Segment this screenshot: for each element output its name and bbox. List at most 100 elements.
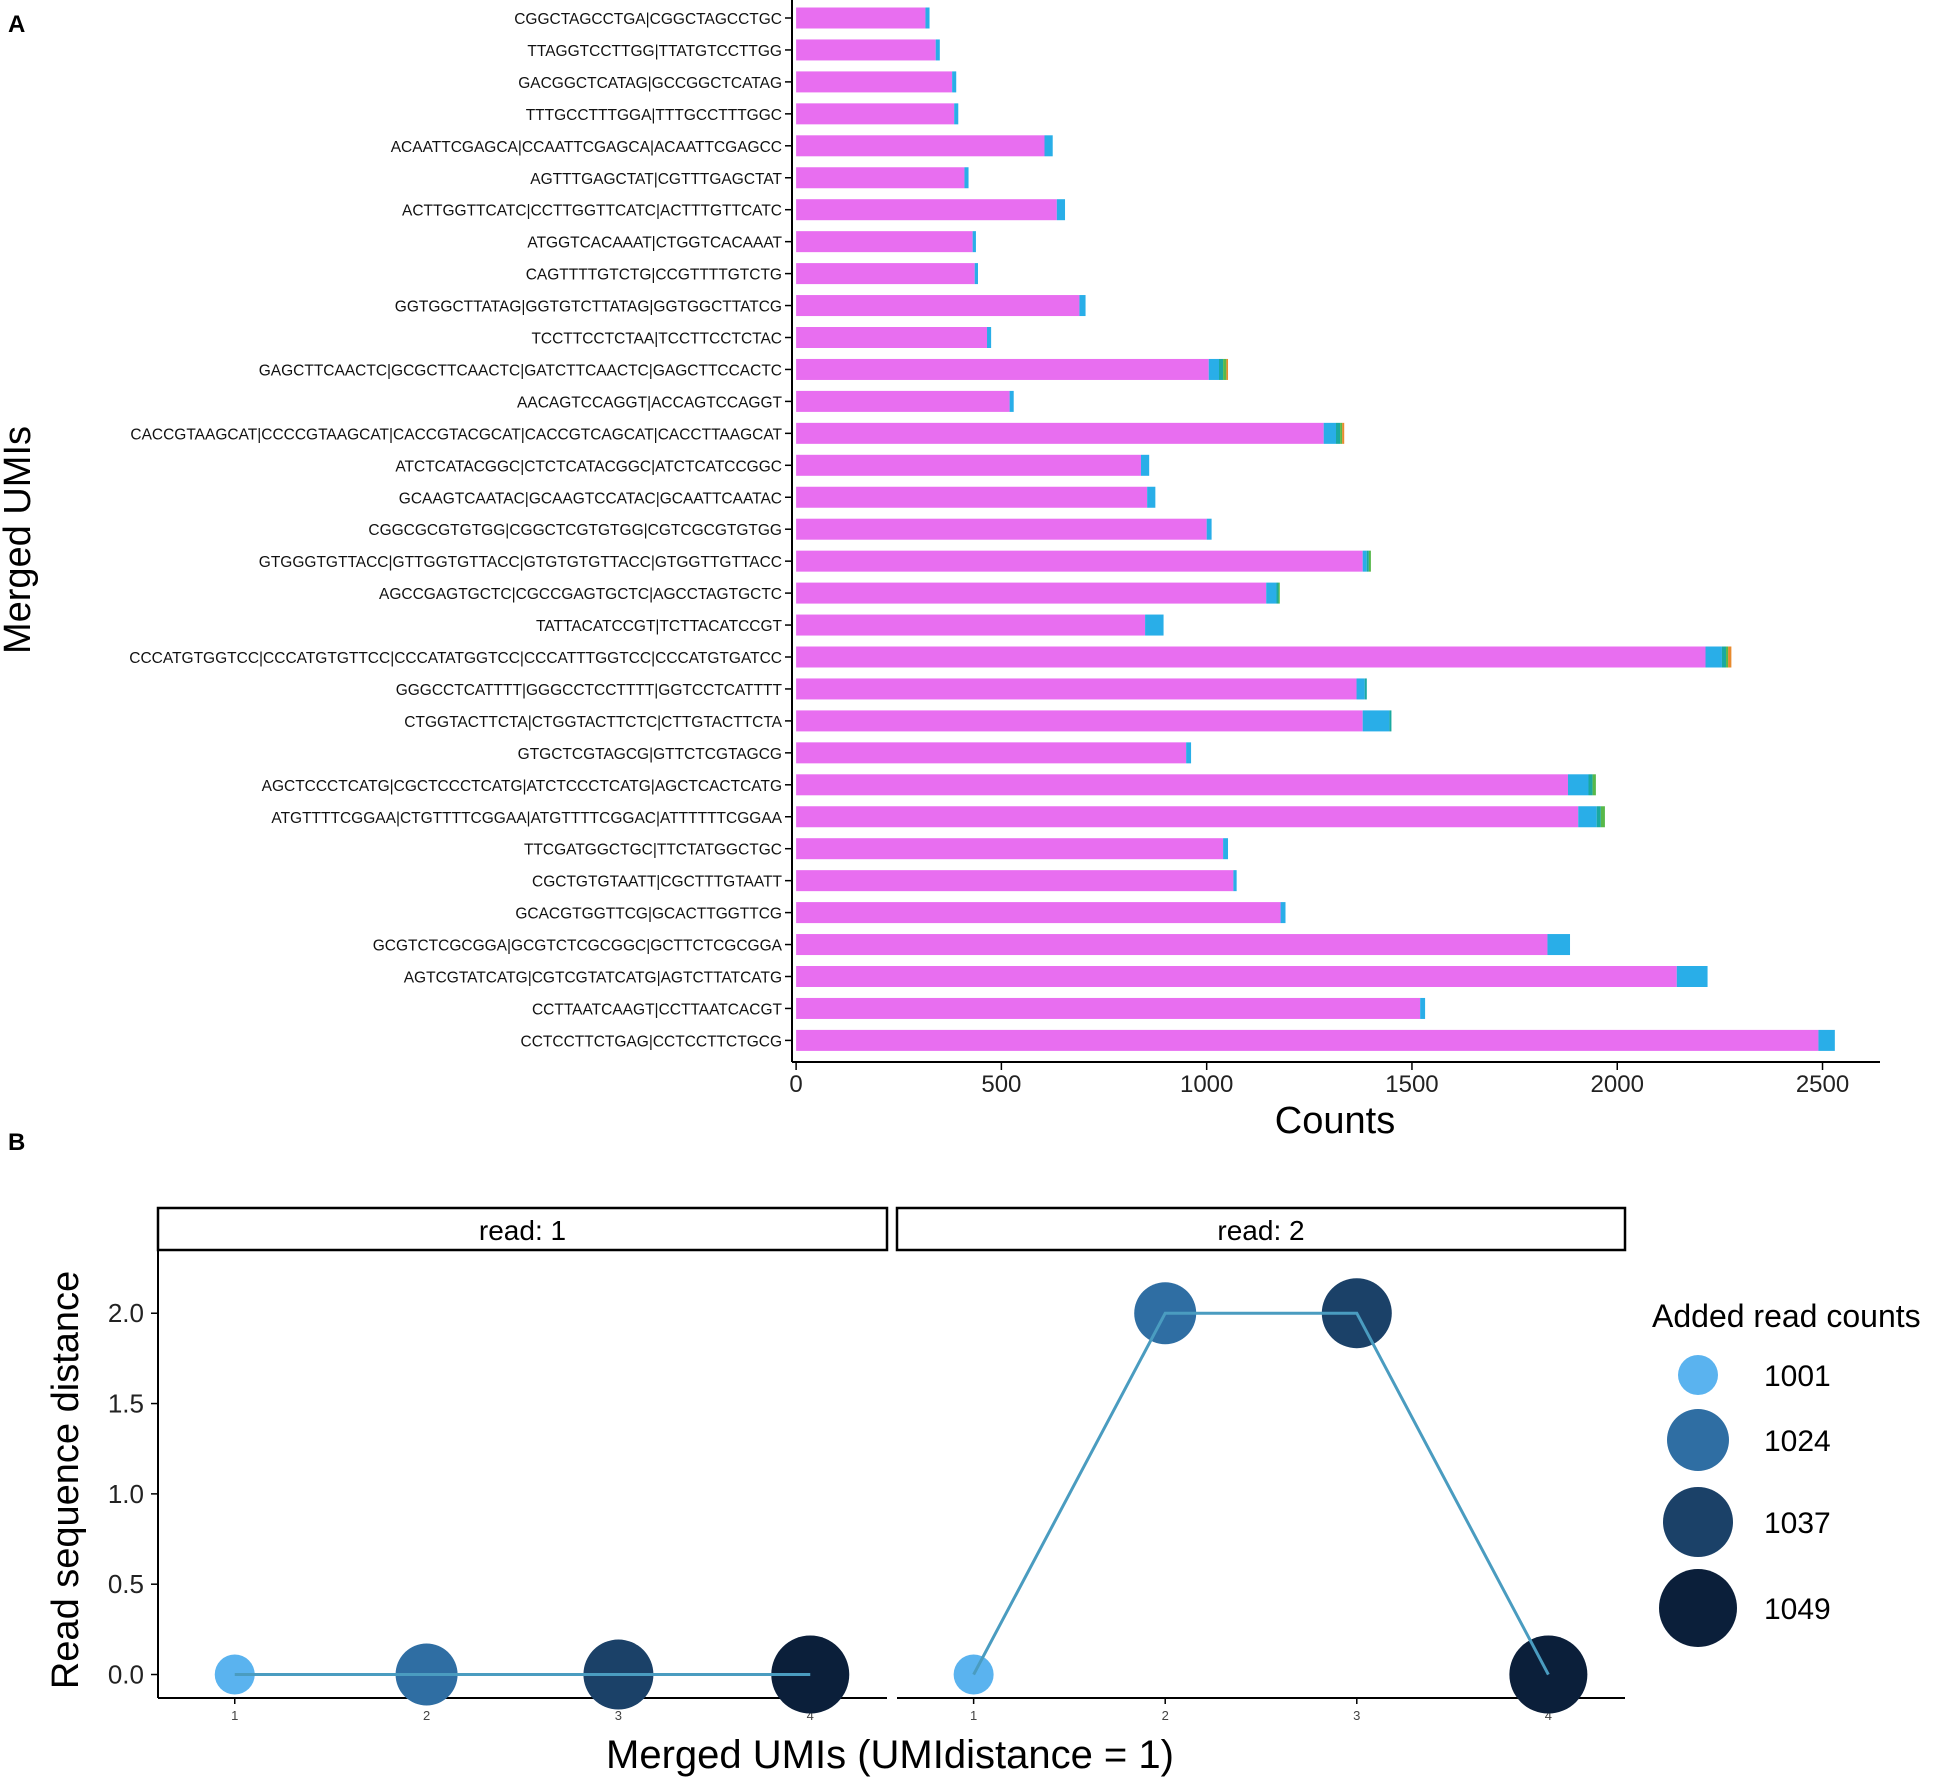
bar-segment (1340, 422, 1343, 444)
x-tick-label: 1 (970, 1708, 977, 1723)
bar-segment (1145, 614, 1164, 636)
x-tick-label: 1 (231, 1708, 238, 1723)
x-tick-label: 2000 (1591, 1071, 1644, 1098)
bar-segment (1276, 582, 1279, 604)
bar-segment (1147, 486, 1156, 508)
category-label: AGCTCCCTCATG|CGCTCCCTCATG|ATCTCCCTCATG|A… (262, 778, 782, 795)
x-tick-label: 2 (423, 1708, 430, 1723)
panel-label-b: B (8, 1129, 25, 1156)
category-label: GTGGGTGTTACC|GTTGGTGTTACC|GTGTGTGTTACC|G… (259, 554, 782, 571)
bar-segment (796, 774, 1568, 796)
category-label: TTCGATGGCTGC|TTCTATGGCTGC (524, 842, 782, 859)
y-tick-label: 2.0 (108, 1298, 144, 1328)
bar-segment (1366, 550, 1369, 572)
category-label: CGGCTAGCCTGA|CGGCTAGCCTGC (514, 11, 782, 28)
bar-segment (1266, 582, 1277, 604)
category-label: CCTTAATCAAGT|CCTTAATCACGT (532, 1001, 783, 1018)
legend-swatch (1659, 1569, 1737, 1647)
x-axis-title: Counts (1275, 1100, 1395, 1142)
y-ticks: 0.0 0.5 1.0 1.5 2.0 (108, 1298, 158, 1690)
category-label: AACAGTCCAGGT|ACCAGTCCAGGT (517, 394, 782, 411)
y-axis-title: Merged UMIs (0, 426, 39, 654)
category-label: TCCTTCCTCTAA|TCCTTCCTCTAC (531, 331, 782, 348)
scatter-chart: read: 1 1 2 3 4 read: 2 1 2 3 4 0.0 0.5 1.0 1.5 2.0 M… (45, 1206, 1921, 1777)
bar-segment (1044, 135, 1053, 157)
bar-group (796, 7, 1835, 1051)
bar-segment (1009, 390, 1014, 412)
bar-segment (1364, 678, 1367, 700)
category-label: ACTTGGTTCATC|CCTTGGTTCATC|ACTTTGTTCATC (402, 203, 782, 220)
facet-strip-label: read: 1 (479, 1215, 566, 1246)
x-tick-label: 1000 (1180, 1071, 1233, 1098)
bar-segment (796, 518, 1207, 540)
bar-segment (1578, 806, 1597, 828)
facet-panel: read: 1 1 2 3 4 (156, 1206, 889, 1723)
bar-segment (1223, 838, 1229, 860)
bar-segment (796, 966, 1677, 987)
x-tick-label: 500 (981, 1071, 1021, 1098)
category-label: CAGTTTTGTCTG|CCGTTTTGTCTG (526, 267, 782, 284)
bar-segment (796, 199, 1057, 221)
x-tick-label: 3 (615, 1708, 622, 1723)
category-label: CTGGTACTTCTA|CTGGTACTTCTC|CTTGTACTTCTA (404, 714, 782, 731)
category-label: AGTCGTATCATG|CGTCGTATCATG|AGTCTTATCATG (404, 970, 782, 987)
bar-segment (1079, 295, 1086, 317)
bar-segment (796, 231, 973, 253)
category-label: CGGCGCGTGTGG|CGGCTCGTGTGG|CGTCGCGTGTGG (368, 522, 782, 539)
legend: Added read counts 1001 1024 1037 1049 (1652, 1298, 1921, 1647)
bar-segment (796, 135, 1045, 157)
y-axis-title: Read sequence distance (45, 1271, 87, 1689)
bar-segment (1280, 902, 1286, 924)
category-label: TATTACATCCGT|TCTTACATCCGT (536, 618, 782, 635)
bar-segment (1389, 710, 1392, 732)
bar-segment (1218, 358, 1224, 380)
bar-segment (1208, 358, 1219, 380)
y-tick-label: 0.5 (108, 1569, 144, 1599)
category-label: TTTGCCTTTGGA|TTTGCCTTTGGC (526, 107, 782, 124)
bar-segment (1547, 934, 1571, 956)
legend-label: 1037 (1764, 1507, 1831, 1540)
facet-strip (895, 1206, 1627, 1252)
facet-strip-label: read: 2 (1217, 1215, 1304, 1246)
category-label: AGCCGAGTGCTC|CGCCGAGTGCTC|AGCCTAGTGCTC (379, 586, 782, 603)
category-label: ATGGTCACAAAT|CTGGTCACAAAT (527, 235, 782, 252)
category-label: GCACGTGGTTCG|GCACTTGGTTCG (515, 906, 782, 923)
bar-segment (1726, 646, 1729, 668)
bar-segment (1226, 358, 1229, 380)
bar-segment (796, 263, 975, 285)
x-tick-label: 4 (1545, 1708, 1552, 1723)
x-axis-title: Merged UMIs (UMIdistance = 1) (606, 1733, 1174, 1777)
category-label: GCGTCTCGCGGA|GCGTCTCGCGGC|GCTTCTCGCGGA (373, 938, 783, 955)
bar-segment (1342, 422, 1345, 444)
legend-swatch (1678, 1355, 1718, 1395)
bar-segment (796, 390, 1010, 412)
category-label: GGTGGCTTATAG|GGTGTCTTATAG|GGTGGCTTATCG (395, 299, 782, 316)
bar-segment (1362, 550, 1367, 572)
bar-segment (1600, 806, 1605, 828)
bar-segment (1592, 774, 1596, 796)
bar-segment (796, 1029, 1819, 1051)
legend-swatch (1663, 1487, 1733, 1557)
x-tick-label: 2 (1162, 1708, 1169, 1723)
bar-segment (796, 358, 1209, 380)
bar-segment (796, 167, 965, 189)
bar-segment (972, 231, 976, 253)
category-label: ATGTTTTCGGAA|CTGTTTTCGGAA|ATGTTTTCGGAC|A… (271, 810, 782, 827)
x-tick-label: 3 (1353, 1708, 1360, 1723)
bar-segment (1323, 422, 1336, 444)
bar-chart: CGGCTAGCCTGA|CGGCTAGCCTGC TTAGGTCCTTGG|TT… (0, 0, 1880, 1142)
category-label: CCTCCTTCTGAG|CCTCCTTCTGCG (521, 1033, 782, 1050)
bar-segment (796, 71, 953, 93)
category-labels: CGGCTAGCCTGA|CGGCTAGCCTGC TTAGGTCCTTGG|TT… (129, 11, 792, 1050)
bar-segment (935, 39, 940, 61)
category-label: CACCGTAAGCAT|CCCCGTAAGCAT|CACCGTACGCAT|C… (130, 426, 782, 443)
bar-segment (1818, 1029, 1835, 1051)
category-label: CGCTGTGTAATT|CGCTTTGTAATT (532, 874, 783, 891)
y-tick-label: 1.0 (108, 1479, 144, 1509)
bar-segment (1420, 997, 1426, 1019)
bar-segment (796, 934, 1548, 956)
category-label: ACAATTCGAGCA|CCAATTCGAGCA|ACAATTCGAGCC (391, 139, 782, 156)
category-label: CCCATGTGGTCC|CCCATGTGTTCC|CCCATATGGTCC|C… (129, 650, 782, 667)
bar-segment (1368, 550, 1371, 572)
